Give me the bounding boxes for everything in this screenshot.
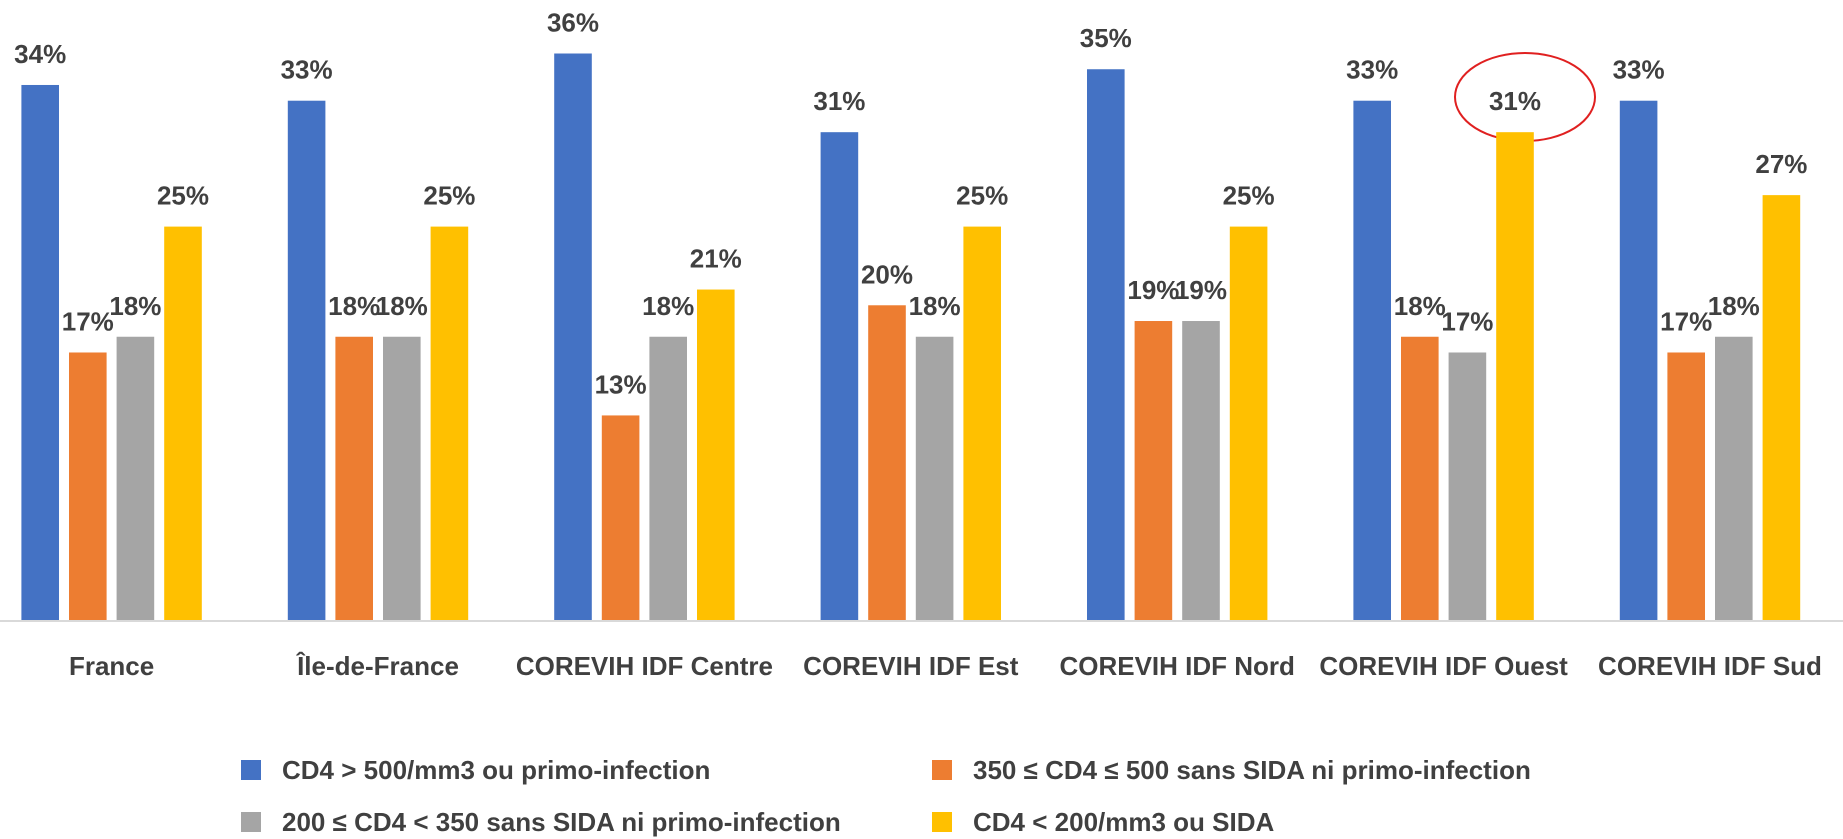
data-label: 21% bbox=[690, 244, 742, 274]
legend-label: CD4 < 200/mm3 ou SIDA bbox=[973, 807, 1274, 837]
legend-label: 200 ≤ CD4 < 350 sans SIDA ni primo-infec… bbox=[282, 807, 841, 837]
data-label: 13% bbox=[595, 369, 647, 399]
data-label: 18% bbox=[376, 291, 428, 321]
bar bbox=[335, 336, 373, 620]
legend-label: CD4 > 500/mm3 ou primo-infection bbox=[282, 755, 710, 785]
bar bbox=[1229, 226, 1268, 620]
data-label: 33% bbox=[1346, 55, 1398, 85]
data-label: 25% bbox=[1223, 181, 1275, 211]
bar bbox=[697, 289, 735, 620]
bar bbox=[1401, 336, 1439, 620]
bar bbox=[554, 53, 592, 620]
x-tick-label: COREVIH IDF Ouest bbox=[1319, 651, 1568, 681]
legend-swatch bbox=[932, 760, 952, 780]
bar bbox=[1715, 336, 1753, 620]
x-tick-label: France bbox=[68, 651, 155, 681]
data-label: 25% bbox=[423, 181, 475, 211]
bar bbox=[1182, 321, 1220, 620]
x-tick-label: COREVIH IDF Centre bbox=[515, 651, 773, 681]
legend-swatch bbox=[932, 812, 952, 832]
legend-swatch bbox=[241, 760, 261, 780]
bar bbox=[69, 352, 107, 620]
x-tick-label: COREVIH IDF Nord bbox=[1059, 651, 1295, 681]
data-label: 25% bbox=[956, 181, 1008, 211]
data-label: 18% bbox=[328, 291, 380, 321]
data-label: 18% bbox=[909, 291, 961, 321]
data-label: 19% bbox=[1127, 275, 1179, 305]
data-label: 18% bbox=[642, 291, 694, 321]
data-label: 25% bbox=[157, 181, 209, 211]
legend-swatch bbox=[241, 812, 261, 832]
bar bbox=[1667, 352, 1705, 620]
x-tick-label: COREVIH IDF Sud bbox=[1598, 651, 1822, 681]
x-tick-label: COREVIH IDF Est bbox=[803, 651, 1019, 681]
data-label: 18% bbox=[1708, 291, 1760, 321]
bar bbox=[601, 415, 640, 620]
data-label: 33% bbox=[281, 55, 333, 85]
bar bbox=[868, 305, 906, 620]
data-label: 18% bbox=[109, 291, 161, 321]
data-label: 33% bbox=[1613, 55, 1665, 85]
bar bbox=[915, 336, 954, 620]
bar bbox=[1496, 132, 1534, 620]
data-label: 17% bbox=[1660, 306, 1712, 336]
bar bbox=[1762, 195, 1801, 621]
bar bbox=[430, 226, 469, 620]
data-label: 31% bbox=[1489, 86, 1541, 116]
bar bbox=[1619, 100, 1658, 620]
bar bbox=[820, 132, 859, 620]
bar bbox=[1087, 69, 1125, 620]
data-label: 20% bbox=[861, 259, 913, 289]
bar bbox=[21, 84, 59, 621]
bar bbox=[649, 336, 687, 620]
bar bbox=[116, 336, 155, 620]
bar bbox=[287, 100, 326, 620]
bar bbox=[963, 226, 1001, 620]
data-label: 36% bbox=[547, 8, 599, 38]
data-label: 17% bbox=[1441, 306, 1493, 336]
data-label: 19% bbox=[1175, 275, 1227, 305]
data-label: 17% bbox=[62, 306, 114, 336]
bar bbox=[383, 336, 421, 620]
data-label: 31% bbox=[813, 86, 865, 116]
bar bbox=[1134, 321, 1173, 620]
legend-label: 350 ≤ CD4 ≤ 500 sans SIDA ni primo-infec… bbox=[973, 755, 1531, 785]
bar bbox=[1448, 352, 1487, 620]
x-tick-label: Île-de-France bbox=[297, 651, 459, 681]
data-label: 34% bbox=[14, 39, 66, 69]
data-label: 35% bbox=[1080, 23, 1132, 53]
bar bbox=[164, 226, 202, 620]
data-label: 18% bbox=[1394, 291, 1446, 321]
data-label: 27% bbox=[1755, 149, 1807, 179]
bar bbox=[1353, 100, 1391, 620]
